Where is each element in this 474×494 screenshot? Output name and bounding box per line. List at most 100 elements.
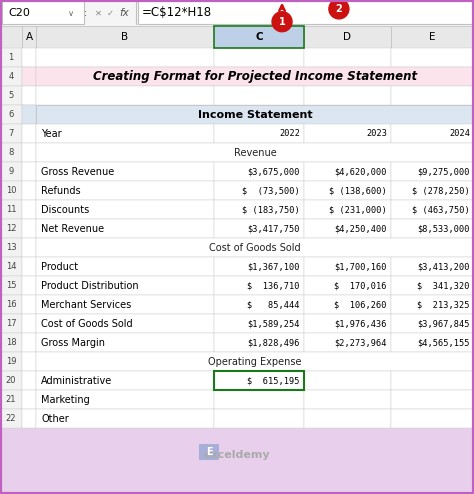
- Text: $3,967,845: $3,967,845: [418, 319, 470, 328]
- Text: 2022: 2022: [279, 129, 300, 138]
- Text: 10: 10: [6, 186, 16, 195]
- Text: exceldemy: exceldemy: [204, 450, 270, 460]
- Text: 16: 16: [6, 300, 16, 309]
- Bar: [22, 124, 36, 143]
- Text: $ (278,250): $ (278,250): [412, 186, 470, 195]
- Bar: [0, 352, 22, 371]
- Bar: [36, 181, 214, 200]
- Text: $   85,444: $ 85,444: [247, 300, 300, 309]
- Bar: [214, 333, 304, 352]
- Text: Refunds: Refunds: [41, 186, 81, 196]
- Text: 18: 18: [6, 338, 16, 347]
- Text: $4,565,155: $4,565,155: [418, 338, 470, 347]
- Text: $  341,320: $ 341,320: [418, 281, 470, 290]
- Bar: [22, 352, 36, 371]
- Bar: [22, 295, 36, 314]
- Bar: [214, 162, 304, 181]
- Text: B: B: [121, 32, 128, 42]
- Text: Other: Other: [41, 413, 69, 423]
- Bar: [391, 124, 474, 143]
- Bar: [214, 200, 304, 219]
- Bar: [36, 409, 214, 428]
- Circle shape: [272, 12, 292, 32]
- Bar: [36, 143, 474, 162]
- Bar: [0, 105, 22, 124]
- Bar: [304, 314, 391, 333]
- Bar: [214, 26, 304, 48]
- Text: $4,620,000: $4,620,000: [335, 167, 387, 176]
- Text: Discounts: Discounts: [41, 205, 89, 214]
- Text: $ (231,000): $ (231,000): [329, 205, 387, 214]
- Bar: [214, 86, 304, 105]
- Bar: [391, 48, 474, 67]
- Bar: [36, 295, 214, 314]
- Text: Product: Product: [41, 261, 78, 272]
- Text: $1,367,100: $1,367,100: [247, 262, 300, 271]
- Bar: [391, 295, 474, 314]
- Bar: [36, 48, 214, 67]
- Text: 15: 15: [6, 281, 16, 290]
- Bar: [22, 257, 36, 276]
- Bar: [36, 124, 214, 143]
- Bar: [0, 276, 22, 295]
- Text: $2,273,964: $2,273,964: [335, 338, 387, 347]
- Bar: [0, 86, 22, 105]
- Text: $3,675,000: $3,675,000: [247, 167, 300, 176]
- Bar: [0, 219, 22, 238]
- Text: =C$12*H18: =C$12*H18: [142, 6, 212, 19]
- Bar: [304, 409, 391, 428]
- Text: A: A: [26, 32, 33, 42]
- Bar: [304, 333, 391, 352]
- Text: 2024: 2024: [449, 129, 470, 138]
- Bar: [304, 390, 391, 409]
- Text: $1,700,160: $1,700,160: [335, 262, 387, 271]
- Bar: [36, 371, 214, 390]
- Bar: [22, 238, 36, 257]
- Bar: [391, 86, 474, 105]
- Text: 12: 12: [6, 224, 16, 233]
- Text: $3,413,200: $3,413,200: [418, 262, 470, 271]
- Bar: [214, 314, 304, 333]
- Bar: [36, 67, 474, 86]
- Bar: [304, 124, 391, 143]
- Bar: [22, 219, 36, 238]
- Bar: [304, 371, 391, 390]
- Bar: [36, 26, 214, 48]
- Text: Net Revenue: Net Revenue: [41, 223, 104, 234]
- Bar: [36, 200, 214, 219]
- Bar: [391, 200, 474, 219]
- Text: 17: 17: [6, 319, 16, 328]
- Bar: [0, 200, 22, 219]
- Text: 7: 7: [9, 129, 14, 138]
- Text: 11: 11: [6, 205, 16, 214]
- Bar: [22, 181, 36, 200]
- Bar: [0, 257, 22, 276]
- Text: Merchant Services: Merchant Services: [41, 299, 131, 310]
- Text: 2023: 2023: [366, 129, 387, 138]
- Bar: [214, 219, 304, 238]
- Text: Income Statement: Income Statement: [198, 110, 312, 120]
- Bar: [304, 48, 391, 67]
- Bar: [22, 276, 36, 295]
- Text: $1,589,254: $1,589,254: [247, 319, 300, 328]
- Bar: [214, 276, 304, 295]
- Text: $ (183,750): $ (183,750): [242, 205, 300, 214]
- Bar: [22, 67, 36, 86]
- Text: ✓: ✓: [107, 8, 113, 17]
- Bar: [36, 86, 214, 105]
- Bar: [0, 26, 22, 48]
- Text: Marketing: Marketing: [41, 395, 90, 405]
- Bar: [0, 314, 22, 333]
- Text: 4: 4: [9, 72, 14, 81]
- Bar: [0, 238, 22, 257]
- Bar: [304, 219, 391, 238]
- Bar: [0, 143, 22, 162]
- Bar: [214, 257, 304, 276]
- Text: $1,828,496: $1,828,496: [247, 338, 300, 347]
- Bar: [391, 219, 474, 238]
- Bar: [0, 181, 22, 200]
- Text: C20: C20: [8, 8, 30, 18]
- Bar: [0, 371, 22, 390]
- Bar: [391, 181, 474, 200]
- Text: D: D: [344, 32, 352, 42]
